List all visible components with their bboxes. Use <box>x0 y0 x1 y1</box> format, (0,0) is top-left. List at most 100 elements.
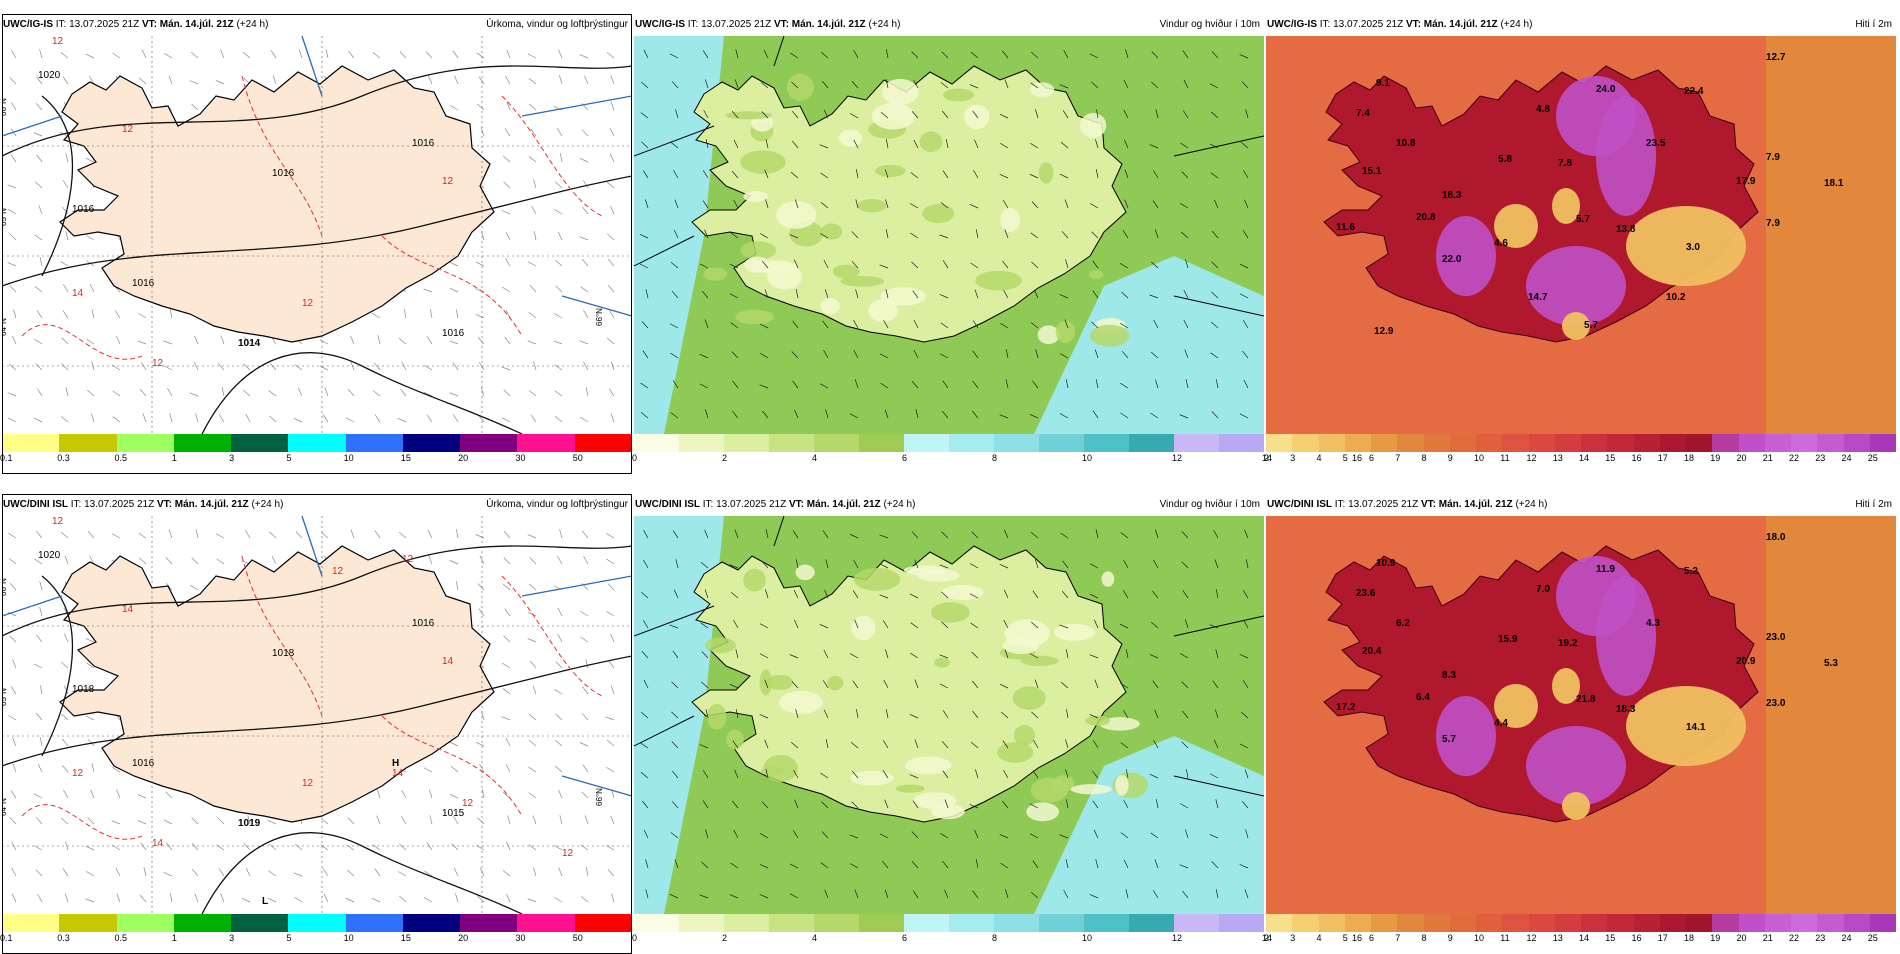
domain-line <box>634 715 695 747</box>
high-marker: H <box>392 758 399 769</box>
latitude-label: 65°N <box>2 208 8 226</box>
issue-time: IT: 13.07.2025 21Z <box>687 19 772 30</box>
colorbar-swatch <box>1318 434 1345 452</box>
colorbar-swatch <box>1292 914 1319 932</box>
colorbar-tick-label: 50 <box>572 453 583 463</box>
colorbar-tick-label: 0.1 <box>0 453 13 463</box>
colorbar-tick-label: 22 <box>1789 453 1800 463</box>
wind-field-patch <box>1000 207 1021 232</box>
colorbar-swatch <box>2 914 60 932</box>
temp-label: 8.3 <box>1442 670 1456 681</box>
colorbar-swatch <box>1607 434 1634 452</box>
colorbar-tick-label: 7 <box>1395 933 1401 943</box>
colorbar-tick-label: 6 <box>1369 933 1375 943</box>
colorbar-tick-label: 11 <box>1500 453 1510 463</box>
colorbar-swatch <box>1554 434 1581 452</box>
temp-label: 7.8 <box>1558 158 1572 169</box>
colorbar-swatch <box>1344 434 1371 452</box>
colorbar-tick-label: 8 <box>1421 933 1427 943</box>
domain-line <box>1173 135 1264 157</box>
wind-field-patch <box>868 298 898 323</box>
colorbar-swatch <box>724 434 769 452</box>
colorbar-swatch <box>1659 434 1686 452</box>
domain-line <box>2 115 63 137</box>
colorbar-tick-label: 50 <box>572 933 583 943</box>
domain-line <box>634 605 715 637</box>
wind-field-patch <box>760 766 784 776</box>
isobar-label: 1014 <box>238 338 261 349</box>
colorbar-tick-label: 1 <box>171 933 177 943</box>
colorbar-swatch <box>1476 914 1503 932</box>
colorbar-tick-label: 10 <box>1474 933 1485 943</box>
wind-field-patch <box>1013 724 1035 746</box>
precip-label: 12 <box>462 798 474 809</box>
colorbar-tick-label: 0 <box>632 453 638 463</box>
colorbar-swatch <box>116 434 174 452</box>
latitude-label: 64°N <box>2 318 8 336</box>
colorbar-swatch <box>2 434 60 452</box>
colorbar-swatch <box>1817 914 1844 932</box>
wind-field-patch <box>975 270 1022 291</box>
temp-field-patch <box>1494 204 1538 248</box>
colorbar-swatch <box>1449 914 1476 932</box>
colorbar-swatch <box>402 914 461 932</box>
colorbar-swatch <box>1686 914 1713 932</box>
latitude-label: 66°N <box>2 578 8 596</box>
temp-label: 4.6 <box>1494 238 1508 249</box>
colorbar-swatch <box>116 914 174 932</box>
colorbar-tick-label: 1 <box>171 453 177 463</box>
wind-field-patch <box>820 298 841 315</box>
colorbar-swatch <box>1581 914 1608 932</box>
model-name: UWC/IG-IS <box>1267 19 1317 30</box>
precip-contour <box>501 95 603 217</box>
colorbar-tick-label: 9 <box>1447 933 1453 943</box>
precip-label: 12 <box>302 298 314 309</box>
temp-panel-dini: UWC/DINI ISL IT: 13.07.2025 21Z VT: Mán.… <box>1264 494 1896 954</box>
wind-field-patch <box>1115 775 1129 796</box>
temp-label: 7.9 <box>1766 152 1780 163</box>
temp-label: 6.2 <box>1396 618 1410 629</box>
colorbar-tick-label: 12 <box>1526 933 1537 943</box>
precip-label: 12 <box>52 36 64 47</box>
panel-header: UWC/IG-IS IT: 13.07.2025 21Z VT: Mán. 14… <box>634 14 1264 36</box>
domain-line <box>521 95 632 117</box>
domain-line <box>1173 775 1264 797</box>
issue-time: IT: 13.07.2025 21Z <box>1319 19 1404 30</box>
temp-colorbar-ticks: 2 3 4 5 6 7 8 9 10 11 12 13 14 15 16 17 18 19 20 21 22 23 24 25 <box>1264 452 1896 466</box>
colorbar-swatch <box>173 914 232 932</box>
wind-field-patch <box>895 784 925 793</box>
panel-title: Hiti í 2m <box>1855 499 1892 510</box>
colorbar-swatch <box>1129 434 1174 452</box>
wind-field-patch <box>875 164 906 177</box>
isobar <box>201 352 523 434</box>
temp-label: 4.3 <box>1646 618 1660 629</box>
colorbar-swatch <box>1039 914 1084 932</box>
domain-line <box>301 36 323 97</box>
colorbar-swatch <box>994 434 1039 452</box>
colorbar-swatch <box>402 434 461 452</box>
colorbar-swatch <box>1817 434 1844 452</box>
temp-colorbar <box>1266 914 1896 932</box>
colorbar-swatch <box>949 914 994 932</box>
issue-time: IT: 13.07.2025 21Z <box>70 499 155 510</box>
temp-label: 20.8 <box>1416 212 1436 223</box>
colorbar-tick-label: 14 <box>1262 933 1273 943</box>
colorbar-tick-label: 11 <box>1500 933 1510 943</box>
colorbar-tick-label: 12 <box>1526 453 1537 463</box>
wind-field-patch <box>766 674 794 690</box>
wind-colorbar <box>634 434 1264 452</box>
domain-line <box>1173 295 1264 317</box>
wind-field-patch <box>851 615 876 641</box>
colorbar-swatch <box>769 914 814 932</box>
panel-header: UWC/DINI ISL IT: 13.07.2025 21Z VT: Mán.… <box>1266 494 1896 516</box>
precip-contour <box>21 804 143 840</box>
wind-field-patch <box>726 729 744 750</box>
wind-field-patch <box>963 104 990 130</box>
temp-label: 15.9 <box>1498 634 1518 645</box>
colorbar-tick-label: 19 <box>1710 453 1721 463</box>
temp-label: 18.3 <box>1442 190 1462 201</box>
wind-field-patch <box>832 264 860 279</box>
colorbar-swatch <box>59 434 117 452</box>
colorbar-tick-label: 15 <box>400 933 411 943</box>
temp-label: 6.4 <box>1416 692 1430 703</box>
